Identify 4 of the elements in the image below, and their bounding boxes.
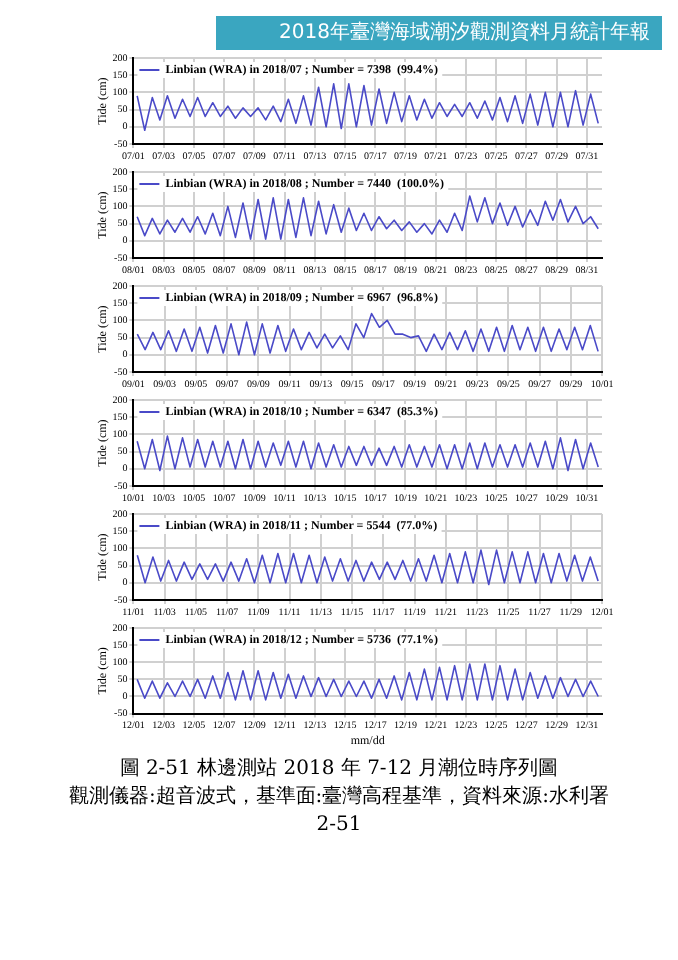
caption: 圖 2-51 林邊測站 2018 年 7-12 月潮位時序列圖: [117, 756, 561, 784]
text: 2018年臺灣海域潮汐觀測資料月統計年報: [216, 16, 662, 50]
text: 觀測儀器:超音波式，基準面:臺灣高程基準，資料來源:水利署: [66, 784, 612, 812]
text: 2-51: [314, 812, 364, 840]
